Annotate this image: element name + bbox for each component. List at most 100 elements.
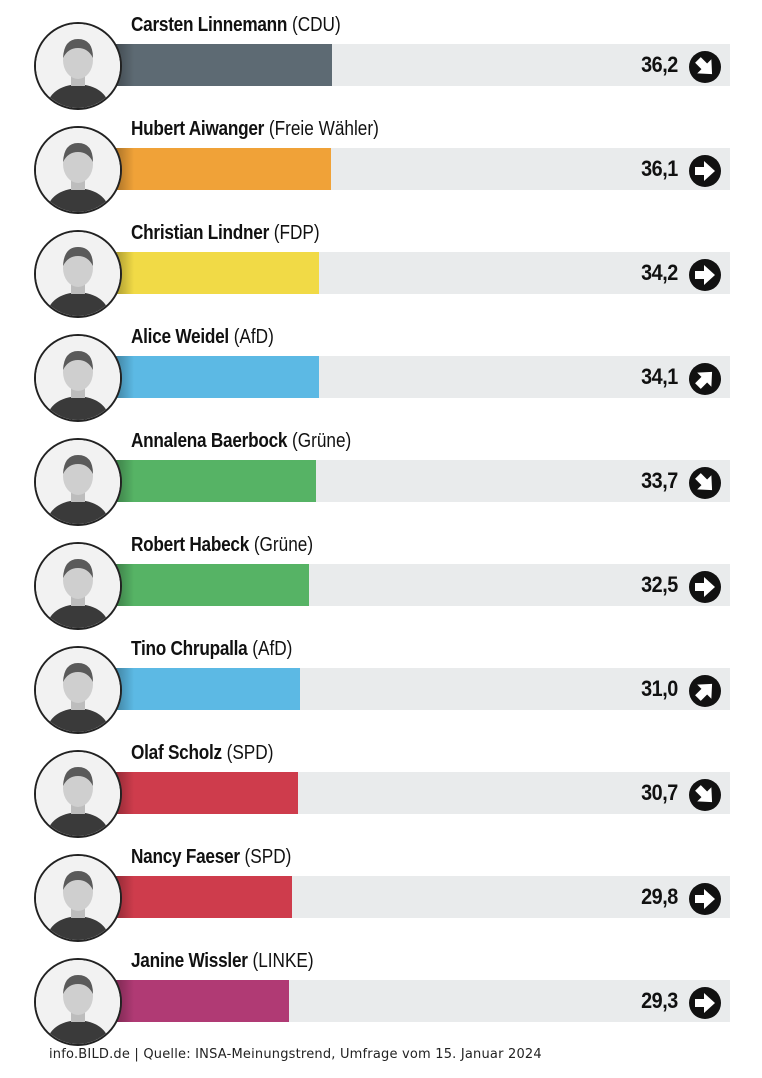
candidate-name: Alice Weidel	[131, 326, 229, 348]
bar	[110, 460, 317, 502]
portrait-avatar	[34, 750, 122, 838]
trend-down-icon	[689, 51, 721, 83]
candidate-label: Robert Habeck (Grüne)	[131, 532, 313, 558]
person-silhouette-icon	[36, 752, 120, 836]
value-label: 32,5	[641, 572, 678, 597]
portrait-avatar	[34, 958, 122, 1046]
candidate-name: Annalena Baerbock	[131, 430, 288, 452]
party-label: (SPD)	[239, 846, 292, 868]
candidate-name: Nancy Faeser	[131, 846, 240, 868]
party-label: (Grüne)	[249, 534, 314, 556]
party-label: (LINKE)	[247, 950, 314, 972]
person-silhouette-icon	[36, 232, 120, 316]
candidate-name: Olaf Scholz	[131, 742, 222, 764]
value-label: 29,3	[641, 988, 678, 1013]
trend-right-icon	[689, 155, 721, 187]
person-silhouette-icon	[36, 128, 120, 212]
candidate-name: Christian Lindner	[131, 222, 270, 244]
bar-track	[110, 564, 730, 606]
portrait-avatar	[34, 334, 122, 422]
party-label: (AfD)	[247, 638, 293, 660]
source-footer: info.BILD.de | Quelle: INSA-Meinungstren…	[49, 1047, 542, 1062]
trend-up-icon	[689, 363, 721, 395]
portrait-avatar	[34, 646, 122, 734]
bar-row: Robert Habeck (Grüne) 32,5	[0, 522, 762, 630]
trend-right-icon	[689, 883, 721, 915]
bar	[110, 980, 290, 1022]
candidate-label: Tino Chrupalla (AfD)	[131, 636, 292, 662]
bar-row: Olaf Scholz (SPD) 30,7	[0, 730, 762, 838]
bar	[110, 148, 331, 190]
party-label: (Grüne)	[287, 430, 352, 452]
bar-track	[110, 668, 730, 710]
candidate-label: Christian Lindner (FDP)	[131, 220, 320, 246]
person-silhouette-icon	[36, 544, 120, 628]
candidate-label: Alice Weidel (AfD)	[131, 324, 274, 350]
value-label: 29,8	[641, 884, 678, 909]
bar-track	[110, 252, 730, 294]
bar	[110, 876, 293, 918]
bar-track	[110, 44, 730, 86]
person-silhouette-icon	[36, 856, 120, 940]
trend-down-icon	[689, 467, 721, 499]
value-label: 36,2	[641, 52, 678, 77]
candidate-label: Janine Wissler (LINKE)	[131, 948, 314, 974]
bar	[110, 772, 298, 814]
party-label: (SPD)	[221, 742, 274, 764]
bar-track	[110, 148, 730, 190]
bar-track	[110, 980, 730, 1022]
party-label: (CDU)	[287, 14, 341, 36]
candidate-name: Robert Habeck	[131, 534, 250, 556]
candidate-name: Hubert Aiwanger	[131, 118, 265, 140]
candidate-label: Olaf Scholz (SPD)	[131, 740, 273, 766]
bar-row: Carsten Linnemann (CDU) 36,2	[0, 2, 762, 110]
party-label: (FDP)	[269, 222, 320, 244]
bar-row: Tino Chrupalla (AfD) 31,0	[0, 626, 762, 734]
bar-track	[110, 356, 730, 398]
bar-track	[110, 460, 730, 502]
bar-row: Christian Lindner (FDP) 34,2	[0, 210, 762, 318]
bar-row: Alice Weidel (AfD) 34,1	[0, 314, 762, 422]
party-label: (AfD)	[228, 326, 274, 348]
bar	[110, 252, 320, 294]
candidate-name: Tino Chrupalla	[131, 638, 248, 660]
trend-right-icon	[689, 571, 721, 603]
person-silhouette-icon	[36, 24, 120, 108]
bar-row: Nancy Faeser (SPD) 29,8	[0, 834, 762, 942]
person-silhouette-icon	[36, 440, 120, 524]
bar-row: Annalena Baerbock (Grüne) 33,7	[0, 418, 762, 526]
value-label: 36,1	[641, 156, 678, 181]
party-label: (Freie Wähler)	[264, 118, 379, 140]
trend-right-icon	[689, 259, 721, 291]
value-label: 33,7	[641, 468, 678, 493]
candidate-label: Annalena Baerbock (Grüne)	[131, 428, 351, 454]
person-silhouette-icon	[36, 960, 120, 1044]
value-label: 30,7	[641, 780, 678, 805]
bar	[110, 668, 300, 710]
person-silhouette-icon	[36, 336, 120, 420]
bar-track	[110, 772, 730, 814]
trend-up-icon	[689, 675, 721, 707]
bar	[110, 44, 332, 86]
bar	[110, 564, 309, 606]
trend-down-icon	[689, 779, 721, 811]
portrait-avatar	[34, 438, 122, 526]
bar	[110, 356, 319, 398]
value-label: 34,1	[641, 364, 678, 389]
portrait-avatar	[34, 230, 122, 318]
portrait-avatar	[34, 854, 122, 942]
trend-right-icon	[689, 987, 721, 1019]
bar-track	[110, 876, 730, 918]
person-silhouette-icon	[36, 648, 120, 732]
candidate-name: Carsten Linnemann	[131, 14, 288, 36]
bar-row: Hubert Aiwanger (Freie Wähler) 36,1	[0, 106, 762, 214]
value-label: 31,0	[641, 676, 678, 701]
portrait-avatar	[34, 542, 122, 630]
portrait-avatar	[34, 126, 122, 214]
portrait-avatar	[34, 22, 122, 110]
bar-row: Janine Wissler (LINKE) 29,3	[0, 938, 762, 1046]
candidate-label: Nancy Faeser (SPD)	[131, 844, 291, 870]
candidate-label: Carsten Linnemann (CDU)	[131, 12, 341, 38]
candidate-name: Janine Wissler	[131, 950, 248, 972]
